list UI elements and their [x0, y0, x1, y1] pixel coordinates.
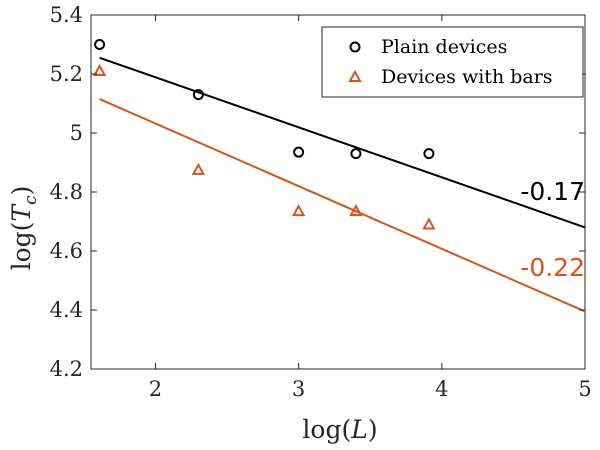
data-point-series-1	[191, 162, 206, 175]
y-tick-label: 5	[70, 121, 83, 145]
slope-label-series-1: -0.22	[520, 253, 585, 282]
fit-line-series-1	[99, 98, 586, 313]
slope-label-series-0: -0.17	[520, 177, 585, 206]
legend-label-bars: Devices with bars	[381, 66, 553, 88]
data-point-series-0	[94, 39, 106, 50]
y-tick-label: 4.4	[50, 298, 83, 322]
data-point-series-0	[192, 89, 204, 101]
data-point-series-0	[350, 148, 362, 160]
legend-marker-triangle	[348, 69, 362, 82]
legend-label-plain: Plain devices	[381, 36, 507, 58]
fit-line-series-0	[99, 56, 586, 229]
legend-marker-circle	[349, 41, 361, 53]
y-tick-label: 5.4	[50, 3, 83, 27]
data-point-series-1	[291, 204, 306, 217]
data-point-series-1	[349, 204, 363, 217]
legend: Plain devices Devices with bars	[321, 26, 584, 98]
y-tick-label: 4.2	[50, 357, 83, 381]
data-point-series-0	[423, 148, 435, 160]
y-tick-label: 4.6	[50, 239, 83, 263]
x-axis-label: log(L)	[302, 415, 377, 444]
y-axis-label: log(Tc)	[7, 186, 41, 271]
y-tick-label: 4.8	[50, 180, 83, 204]
x-tick-label: 5	[578, 377, 591, 401]
data-point-series-0	[293, 146, 305, 158]
legend-box	[321, 26, 584, 98]
y-tick-label: 5.2	[50, 62, 83, 86]
legend-entry-bars: Devices with bars	[348, 66, 553, 88]
data-point-series-1	[92, 63, 107, 77]
x-tick-label: 2	[149, 377, 162, 401]
x-tick-label: 4	[435, 377, 448, 401]
x-tick-label: 3	[292, 377, 305, 401]
data-point-series-1	[422, 217, 436, 230]
legend-entry-plain: Plain devices	[349, 36, 507, 58]
